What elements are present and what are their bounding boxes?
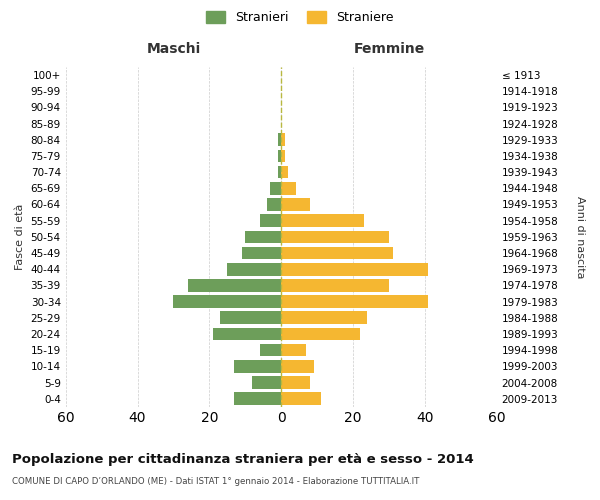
Bar xyxy=(245,230,281,243)
Bar xyxy=(281,312,367,324)
Bar xyxy=(281,344,307,356)
Bar xyxy=(260,344,281,356)
Bar xyxy=(188,279,281,291)
Bar xyxy=(281,246,392,260)
Bar xyxy=(281,166,289,178)
Y-axis label: Anni di nascita: Anni di nascita xyxy=(575,196,585,278)
Bar xyxy=(281,214,364,227)
Bar xyxy=(260,214,281,227)
Text: COMUNE DI CAPO D’ORLANDO (ME) - Dati ISTAT 1° gennaio 2014 - Elaborazione TUTTIT: COMUNE DI CAPO D’ORLANDO (ME) - Dati IST… xyxy=(12,478,419,486)
Bar xyxy=(278,166,281,178)
Bar xyxy=(271,182,281,194)
Bar xyxy=(281,182,296,194)
Bar xyxy=(281,279,389,291)
Text: Femmine: Femmine xyxy=(353,42,425,56)
Bar xyxy=(227,263,281,276)
Bar xyxy=(235,360,281,372)
Text: Maschi: Maschi xyxy=(146,42,200,56)
Bar xyxy=(281,230,389,243)
Bar xyxy=(281,328,360,340)
Bar xyxy=(281,198,310,211)
Bar xyxy=(281,296,428,308)
Bar xyxy=(281,263,428,276)
Bar xyxy=(281,150,285,162)
Bar xyxy=(281,392,321,405)
Bar xyxy=(278,134,281,146)
Bar xyxy=(281,376,310,389)
Y-axis label: Fasce di età: Fasce di età xyxy=(15,204,25,270)
Bar xyxy=(281,360,314,372)
Bar xyxy=(267,198,281,211)
Legend: Stranieri, Straniere: Stranieri, Straniere xyxy=(202,6,398,29)
Bar xyxy=(213,328,281,340)
Text: Popolazione per cittadinanza straniera per età e sesso - 2014: Popolazione per cittadinanza straniera p… xyxy=(12,452,474,466)
Bar xyxy=(242,246,281,260)
Bar xyxy=(173,296,281,308)
Bar xyxy=(253,376,281,389)
Bar xyxy=(220,312,281,324)
Bar xyxy=(278,150,281,162)
Bar xyxy=(235,392,281,405)
Bar xyxy=(281,134,285,146)
